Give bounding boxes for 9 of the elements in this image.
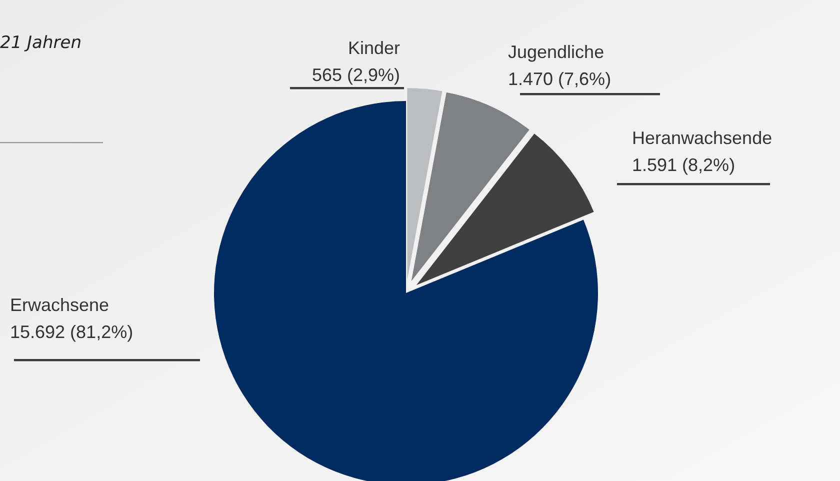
slice-label: Kinder: [348, 38, 400, 58]
slice-label: Jugendliche: [508, 42, 604, 62]
slice-label: Heranwachsende: [632, 128, 772, 148]
data-label: 565 (2,9%): [312, 65, 400, 85]
chart-title: 21 Jahren: [0, 33, 82, 53]
data-label: 1.470 (7,6%): [508, 69, 612, 89]
data-label: 1.591 (8,2%): [632, 155, 736, 175]
slice-label: Erwachsene: [10, 295, 110, 315]
data-label: 15.692 (81,2%): [10, 322, 134, 342]
